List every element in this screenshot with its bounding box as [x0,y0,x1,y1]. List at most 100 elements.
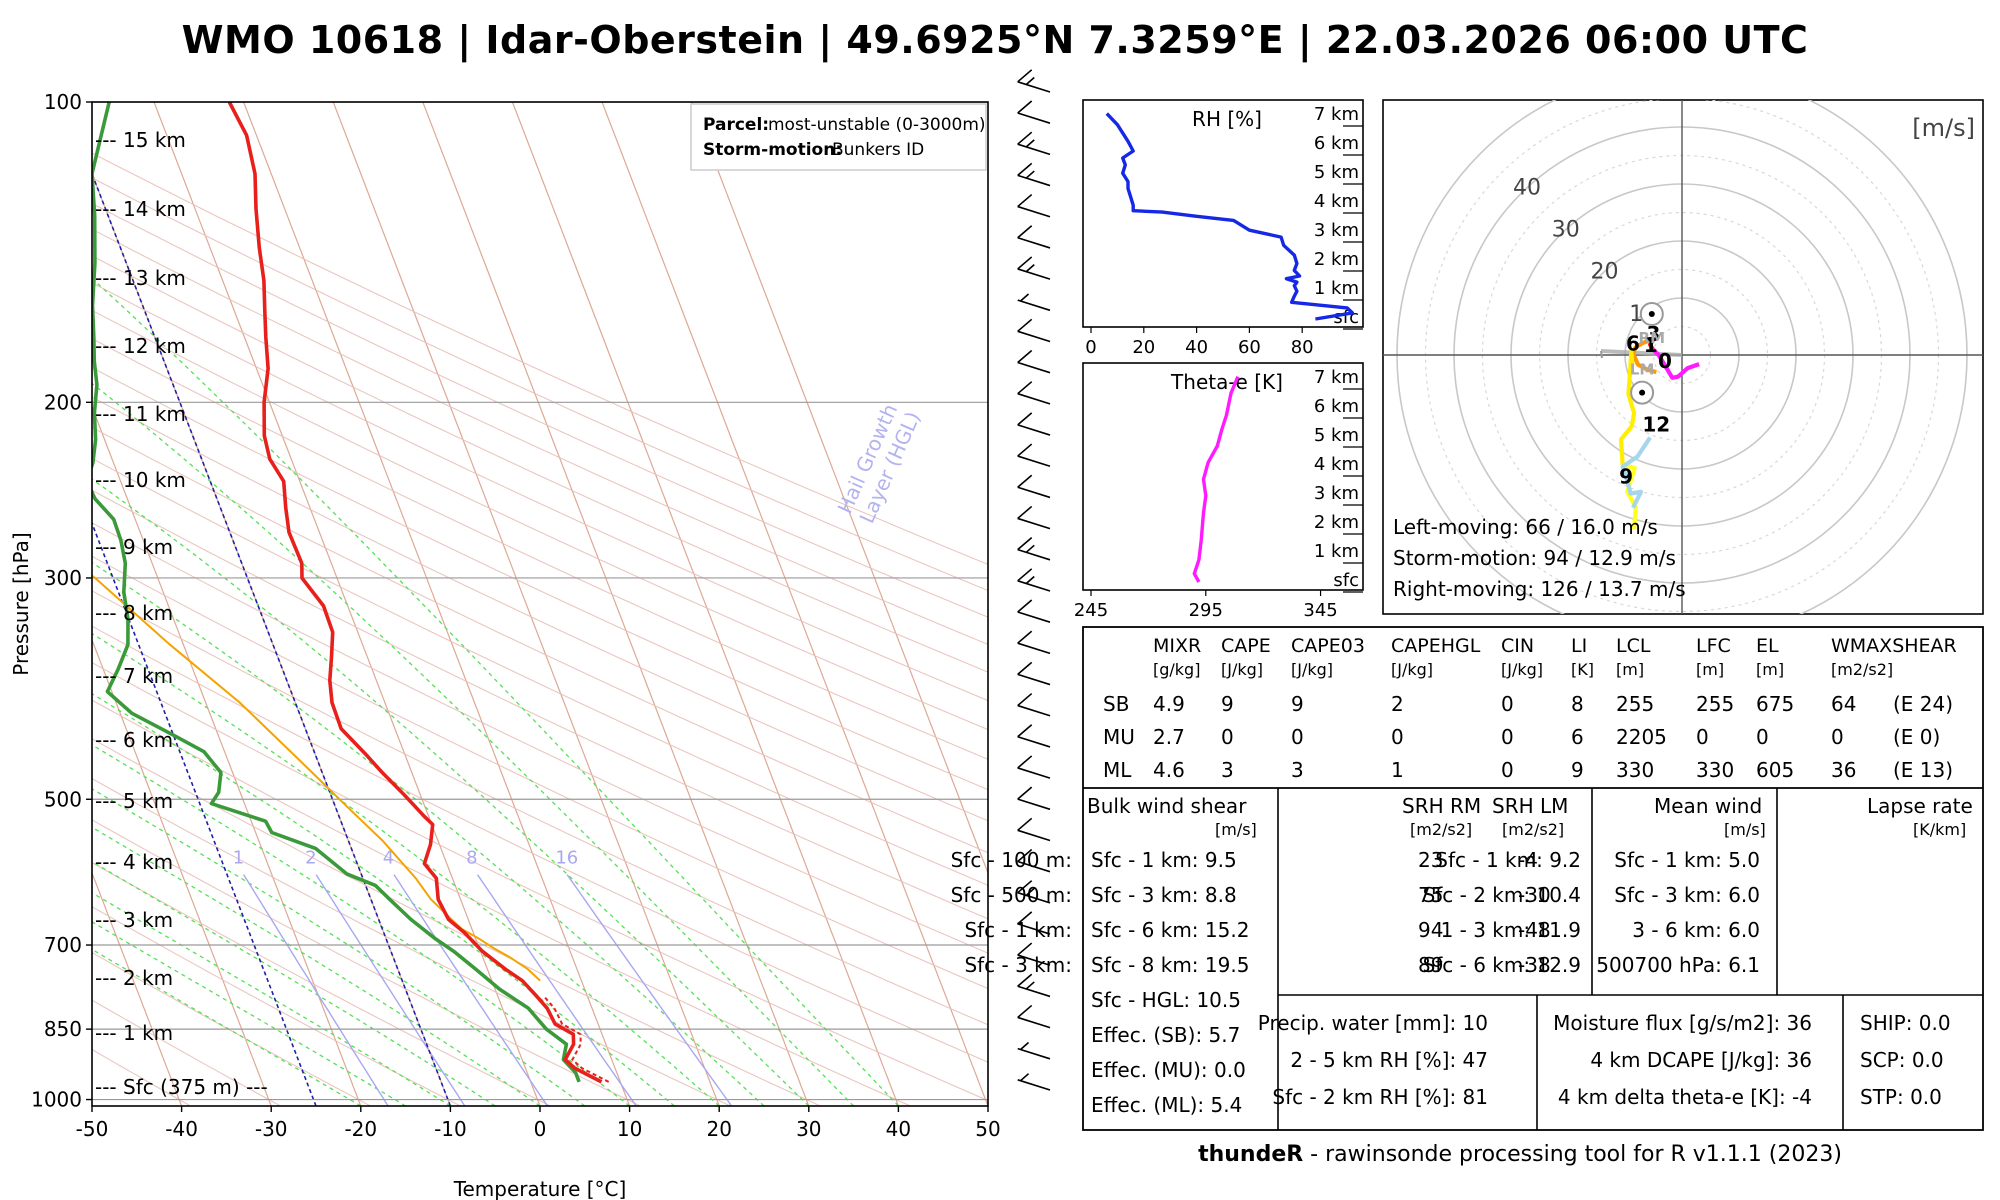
param-value: 36 [1831,758,1857,782]
srh-lm-unit: [m2/s2] [1502,820,1565,839]
wind-barb [1017,193,1051,218]
wind-barb [1017,817,1051,842]
srh-lm-value: -48 [1518,918,1551,942]
barb-half-flag [1025,170,1035,179]
moist-adiabat [92,478,810,1106]
storm-motion-dot [1639,389,1646,396]
param-value: 330 [1696,758,1735,782]
mixing-ratio-line [243,874,389,1106]
mixing-ratio-label: 2 [305,848,316,869]
barb-shaft [1017,81,1051,93]
height-label: --- 3 km [95,908,173,932]
x-tick-label: -20 [344,1117,377,1141]
barb-shaft [1017,517,1051,530]
dry-adiabat [92,177,988,592]
param-value: 3 [1291,758,1304,782]
hgl-label: Hail GrowthLayer (HGL) [833,398,925,527]
param-header: CAPE [1221,635,1271,657]
param-value: 9 [1221,692,1234,716]
isotherm [243,102,631,1106]
storm-motion-dot [1648,311,1655,317]
dry-adiabat [92,661,988,1102]
wind-barb [1017,1041,1051,1060]
param-value: 255 [1696,692,1735,716]
barb-flag [1017,973,1033,987]
param-unit: [m2/s2] [1831,660,1894,679]
hodograph-plot-area: 102030400136129RMLM [1383,100,1983,614]
srh-rm-unit: [m2/s2] [1410,820,1473,839]
profile-line [1192,375,1240,583]
barb-flag [1017,69,1033,83]
hodograph-height-label: 1 [1644,333,1658,357]
wind-barb [1017,443,1051,468]
mean-wind-row: Sfc - 1 km: 9.2 [1435,848,1581,872]
param-value: 2205 [1616,725,1667,749]
dry-adiabat [92,426,988,854]
param-unit: [J/kg] [1391,660,1434,679]
param-value: 4.9 [1153,692,1185,716]
height-label: --- 11 km [95,402,186,426]
dry-adiabat [92,699,911,1106]
param-value: 4.6 [1153,758,1185,782]
index-row: SCP: 0.0 [1860,1048,1944,1072]
dry-adiabat [92,522,988,954]
srh-rm-value: 23 [1418,848,1444,872]
dry-adiabat [92,625,988,1063]
x-tick-label: 10 [617,1117,642,1141]
y-axis-label: Pressure [hPa] [9,532,33,675]
wind-barb [1017,100,1051,124]
legend-storm-label: Storm-motion: [703,140,842,160]
barb-shaft [1017,1016,1051,1029]
mixing-ratio-line [393,874,548,1106]
bulk-shear-row: Sfc - HGL: 10.5 [1091,988,1241,1012]
panel-x-tick-label: 345 [1303,600,1337,621]
srh-rm-value: 75 [1418,883,1444,907]
y-tick-label: 700 [44,933,82,957]
flux-row: 4 km delta theta-e [K]: -4 [1557,1085,1812,1109]
barb-half-flag [1025,981,1035,990]
param-unit: [J/kg] [1221,660,1264,679]
barb-flag [1017,817,1033,831]
bulk-shear-title: Bulk wind shear [1087,794,1247,818]
x-tick-label: 30 [796,1117,821,1141]
y-tick-label: 850 [44,1017,82,1041]
barb-shaft [1017,548,1051,561]
bulk-shear-row: Sfc - 1 km: 9.5 [1091,848,1237,872]
barb-flag [1017,443,1033,457]
barb-shaft [1017,673,1051,686]
barb-shaft [1017,704,1051,717]
y-tick-label: 200 [44,390,82,414]
barb-shaft [1017,392,1051,405]
param-value: (E 13) [1893,758,1954,782]
moist-adiabat [92,632,720,1106]
barb-flag [1017,225,1033,239]
profile-line [1105,112,1355,321]
dry-adiabat [92,457,988,886]
lapse-rate-row: 3 - 6 km: 6.0 [1632,918,1760,942]
ring-label: 40 [1513,175,1541,200]
barb-flag [1017,381,1033,395]
barb-flag [1017,1004,1033,1019]
barb-flag [1017,505,1033,520]
y-tick-label: 500 [44,787,82,811]
wind-barb [1017,973,1051,998]
param-value: 0 [1696,725,1709,749]
bulk-shear-row: Effec. (SB): 5.7 [1091,1023,1241,1047]
dry-adiabat [92,778,731,1106]
barb-shaft [1017,611,1051,623]
wind-barb [1017,630,1051,655]
panel-title: Theta-e [K] [1170,370,1283,394]
barb-shaft [1017,174,1051,187]
panel-x-tick-label: 40 [1185,337,1208,358]
height-label: --- Sfc (375 m) --- [95,1075,268,1099]
barb-shaft [1017,954,1051,967]
srh-rm-value: 89 [1418,953,1444,977]
param-unit: [J/kg] [1501,660,1544,679]
hodograph-units: [m/s] [1912,114,1975,142]
height-label: --- 14 km [95,197,186,221]
param-header: CAPE03 [1291,635,1365,657]
storm-motion-label: LM [1630,361,1655,379]
wind-barb [1017,162,1051,187]
barb-flag [1017,599,1033,613]
mean-wind-title: Mean wind [1654,794,1763,818]
